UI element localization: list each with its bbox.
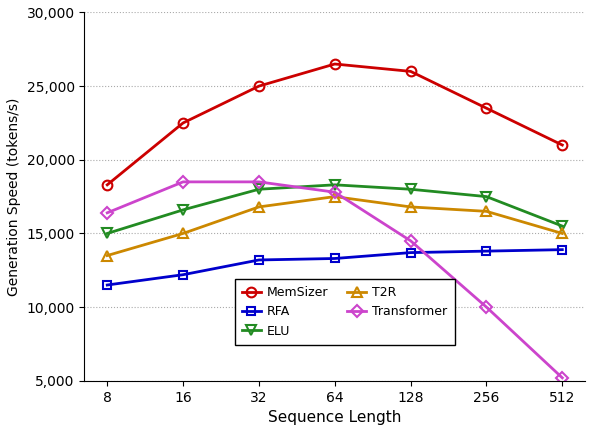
Transformer — [559, 375, 566, 381]
ELU — [483, 194, 490, 199]
MemSizer — [104, 182, 111, 187]
RFA — [104, 283, 111, 288]
RFA — [483, 248, 490, 254]
Transformer — [179, 179, 186, 184]
Legend: MemSizer, RFA, ELU, T2R, Transformer: MemSizer, RFA, ELU, T2R, Transformer — [234, 279, 455, 345]
T2R — [179, 231, 186, 236]
Transformer — [255, 179, 262, 184]
T2R — [407, 204, 414, 210]
Line: MemSizer: MemSizer — [102, 59, 567, 190]
RFA — [331, 256, 338, 261]
ELU — [331, 182, 338, 187]
T2R — [559, 231, 566, 236]
Transformer — [104, 210, 111, 216]
RFA — [407, 250, 414, 255]
X-axis label: Sequence Length: Sequence Length — [268, 410, 401, 425]
ELU — [179, 207, 186, 213]
T2R — [104, 253, 111, 258]
MemSizer — [407, 69, 414, 74]
ELU — [255, 187, 262, 192]
MemSizer — [331, 61, 338, 67]
RFA — [255, 257, 262, 263]
Line: Transformer: Transformer — [103, 178, 567, 382]
Transformer — [407, 238, 414, 243]
Transformer — [483, 305, 490, 310]
Line: RFA: RFA — [103, 245, 567, 289]
MemSizer — [179, 121, 186, 126]
ELU — [104, 231, 111, 236]
Transformer — [331, 190, 338, 195]
Line: ELU: ELU — [102, 180, 567, 238]
RFA — [559, 247, 566, 252]
T2R — [483, 209, 490, 214]
T2R — [255, 204, 262, 210]
ELU — [559, 223, 566, 229]
MemSizer — [483, 105, 490, 111]
Line: T2R: T2R — [102, 192, 567, 260]
MemSizer — [559, 143, 566, 148]
MemSizer — [255, 83, 262, 89]
ELU — [407, 187, 414, 192]
Y-axis label: Generation Speed (tokens/s): Generation Speed (tokens/s) — [7, 98, 21, 296]
RFA — [179, 272, 186, 277]
T2R — [331, 194, 338, 199]
